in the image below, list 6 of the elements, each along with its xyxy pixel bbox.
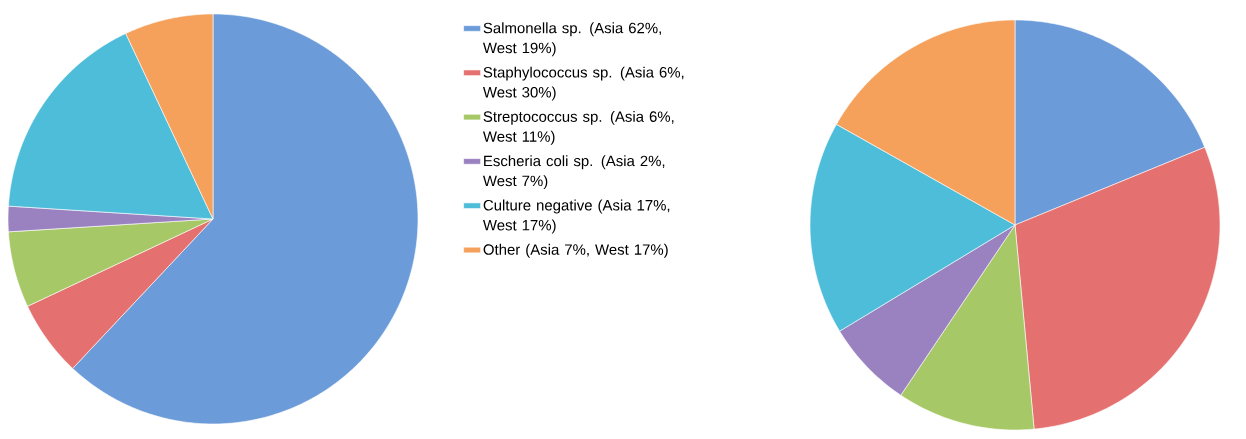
legend-label: Culture negative (Asia 17%, West 17%) — [482, 199, 670, 234]
legend-label: Streptococcus sp. (Asia 6%, West 11%) — [482, 110, 674, 145]
legend-label: Salmonella sp. (Asia 62%, West 19%) — [482, 22, 661, 57]
legend-label: Escheria coli sp. (Asia 2%, West 7%) — [482, 155, 665, 190]
legend-label: Staphylococcus sp. (Asia 6%, West 30%) — [482, 66, 684, 101]
legend-label: Other (Asia 7%, West 17%) — [483, 243, 668, 258]
